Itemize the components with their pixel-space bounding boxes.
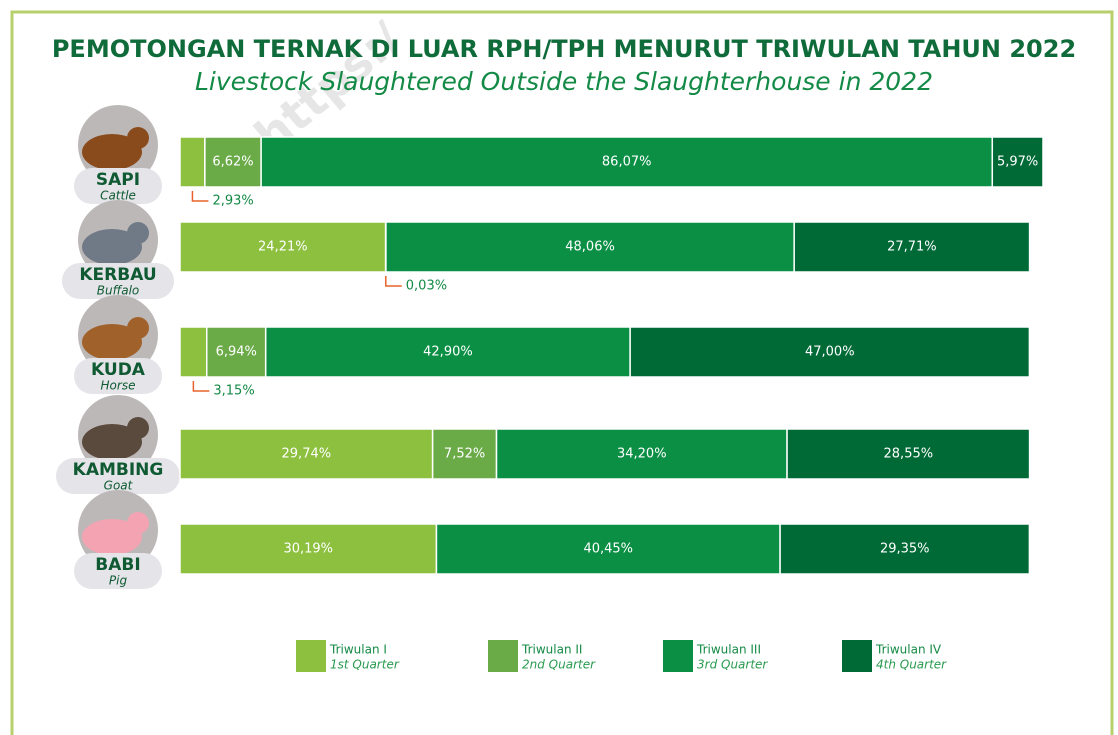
value-label: 42,90% <box>423 345 473 360</box>
category-label: KUDA <box>91 360 146 380</box>
chart-subtitle: Livestock Slaughtered Outside the Slaugh… <box>195 67 933 96</box>
value-label: 28,55% <box>884 447 934 462</box>
animal-icon-head <box>127 417 149 439</box>
value-label: 7,52% <box>444 447 485 462</box>
legend-label: Triwulan I <box>329 643 387 657</box>
legend-label: Triwulan III <box>696 643 761 657</box>
category-sublabel: Horse <box>101 379 136 393</box>
category-label: SAPI <box>96 170 140 190</box>
animal-icon-head <box>127 317 149 339</box>
value-label: 0,03% <box>406 279 447 294</box>
value-label: 48,06% <box>565 240 615 255</box>
value-label: 27,71% <box>887 240 937 255</box>
category-label: KAMBING <box>73 460 164 480</box>
category-label: BABI <box>95 555 140 575</box>
legend-swatch <box>663 640 693 672</box>
legend-label: Triwulan IV <box>875 643 942 657</box>
value-label: 30,19% <box>283 542 333 557</box>
legend-swatch <box>296 640 326 672</box>
value-label: 6,94% <box>216 345 257 360</box>
legend-sublabel: 4th Quarter <box>876 658 947 672</box>
value-label: 29,35% <box>880 542 930 557</box>
legend-swatch <box>842 640 872 672</box>
legend-swatch <box>488 640 518 672</box>
value-label: 86,07% <box>602 155 652 170</box>
legend-sublabel: 1st Quarter <box>330 658 400 672</box>
chart: https:/ PEMOTONGAN TERNAK DI LUAR RPH/TP… <box>0 0 1118 735</box>
value-label: 6,62% <box>212 155 253 170</box>
bar-segment <box>180 327 207 377</box>
animal-icon-head <box>127 222 149 244</box>
value-label: 24,21% <box>258 240 308 255</box>
value-label: 29,74% <box>282 447 332 462</box>
value-label: 5,97% <box>997 155 1038 170</box>
bar-segment <box>180 137 205 187</box>
legend-label: Triwulan II <box>521 643 582 657</box>
category-sublabel: Pig <box>109 574 128 588</box>
chart-title: PEMOTONGAN TERNAK DI LUAR RPH/TPH MENURU… <box>52 35 1076 63</box>
value-label: 3,15% <box>213 384 254 399</box>
value-label: 2,93% <box>212 194 253 209</box>
legend-sublabel: 2nd Quarter <box>522 658 596 672</box>
category-label: KERBAU <box>79 265 156 285</box>
legend-sublabel: 3rd Quarter <box>697 658 768 672</box>
animal-icon-head <box>127 127 149 149</box>
value-label: 47,00% <box>805 345 855 360</box>
value-label: 34,20% <box>617 447 667 462</box>
value-label: 40,45% <box>583 542 633 557</box>
animal-icon-head <box>127 512 149 534</box>
